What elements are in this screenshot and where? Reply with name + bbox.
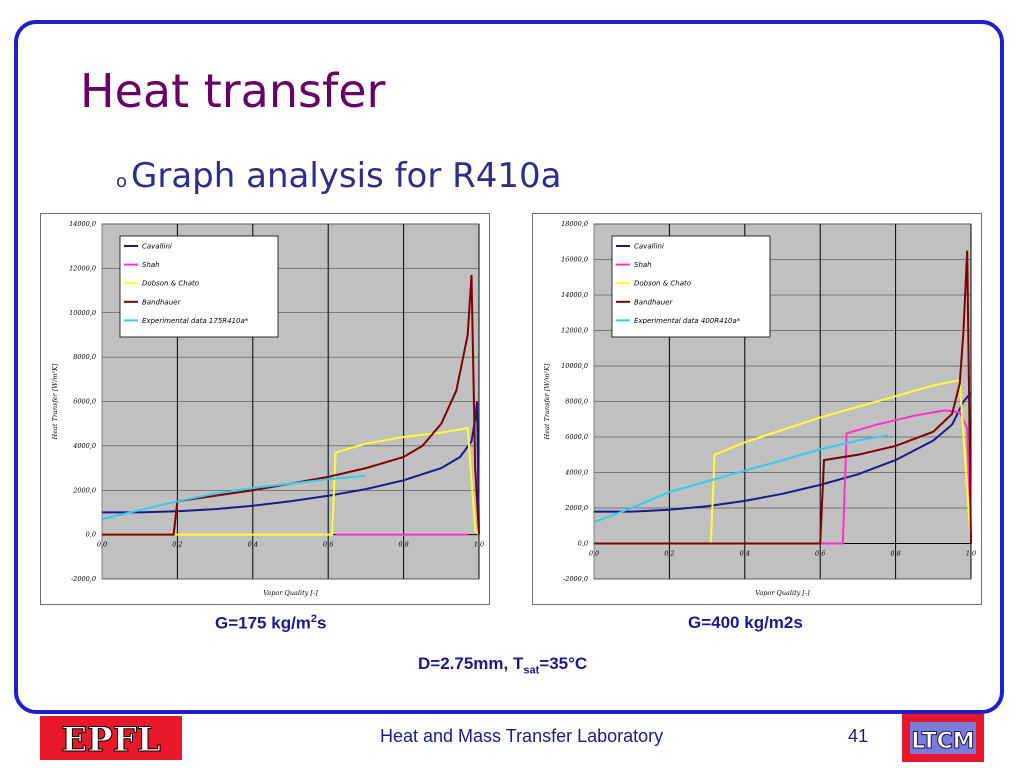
y-tick-label: 12000,0 — [69, 264, 96, 272]
caption-left-tail: s — [317, 613, 327, 633]
ltcm-logo-text: LTCM — [911, 729, 974, 754]
x-tick-label: 0,0 — [589, 550, 599, 558]
x-axis-label: Vapor Quality [-] — [263, 589, 318, 597]
legend-label: Bandhauer — [634, 298, 673, 306]
series-line — [593, 434, 889, 524]
y-tick-label: 0,0 — [86, 531, 96, 539]
footer-lab-name: Heat and Mass Transfer Laboratory — [380, 726, 664, 746]
y-tick-label: -2000,0 — [71, 575, 96, 583]
x-tick-label: 0,6 — [323, 541, 333, 549]
x-tick-label: 0,2 — [172, 541, 182, 549]
caption-bottom-suffix: =35°C — [539, 654, 588, 673]
chart-left: 14000,0 12000,0 10000,0 8000,0 6000,0 4000,0 2… — [40, 213, 490, 605]
caption-left-superscript: 2 — [310, 613, 318, 625]
y-axis-label: Heat Transfer [W/m²K] — [51, 363, 59, 440]
epfl-logo-text: EPFL — [61, 720, 161, 760]
caption-right: G=400 kg/m2s — [688, 613, 803, 632]
y-tick-label: -2000,0 — [563, 575, 588, 583]
bullet-marker-icon: o — [116, 171, 128, 192]
series-line — [594, 250, 972, 545]
chart-right: 18000,0 16000,0 14000,0 12000,0 10000,0 8000,… — [532, 213, 982, 605]
series-line — [102, 274, 480, 536]
legend-label: Dobson & Chato — [634, 280, 691, 288]
y-tick-label: 10000,0 — [561, 362, 588, 370]
legend-label: Dobson & Chato — [142, 280, 199, 288]
caption-bottom: D=2.75mm, Tsat=35°C — [418, 654, 587, 676]
y-tick-label: 4000,0 — [72, 442, 96, 450]
y-tick-label: 0,0 — [578, 540, 588, 548]
caption-left-text: G=175 kg/m — [215, 613, 311, 633]
legend-label: Experimental data 400R410a* — [634, 317, 741, 325]
series-line — [594, 378, 972, 545]
ltcm-logo: LTCM — [902, 714, 984, 762]
legend-box — [611, 235, 771, 338]
y-axis-label: Heat Transfer [W/m²K] — [543, 363, 551, 440]
caption-left: G=175 kg/m2s — [215, 613, 327, 634]
y-tick-label: 6000,0 — [73, 398, 96, 406]
x-tick-label: 0,4 — [740, 550, 750, 558]
legend-box — [119, 235, 279, 338]
legend-label: Shah — [634, 261, 652, 269]
x-tick-label: 0,8 — [398, 541, 408, 549]
y-tick-label: 14000,0 — [69, 220, 96, 228]
y-tick-label: 8000,0 — [73, 353, 96, 361]
bullet-item: o Graph analysis for R410a — [116, 156, 562, 196]
y-tick-label: 10000,0 — [69, 309, 96, 317]
slide-title: Heat transfer — [80, 64, 386, 118]
y-tick-label: 2000,0 — [72, 486, 96, 494]
y-tick-label: 8000,0 — [565, 398, 588, 406]
bullet-text: Graph analysis for R410a — [131, 156, 562, 196]
y-tick-label: 14000,0 — [561, 291, 588, 299]
y-tick-label: 12000,0 — [561, 327, 588, 335]
chart-left-svg: 14000,0 12000,0 10000,0 8000,0 6000,0 4000,0 2… — [51, 220, 484, 597]
y-tick-label: 18000,0 — [561, 220, 588, 228]
caption-bottom-prefix: D=2.75mm, T — [418, 654, 524, 673]
legend-label: Bandhauer — [142, 298, 181, 306]
y-tick-label: 16000,0 — [561, 256, 588, 264]
chart-right-svg: 18000,0 16000,0 14000,0 12000,0 10000,0 8000,… — [543, 220, 976, 597]
series-line — [101, 474, 366, 521]
y-tick-label: 2000,0 — [564, 504, 588, 512]
x-tick-label: 0,6 — [815, 550, 825, 558]
x-tick-label: 0,2 — [664, 550, 674, 558]
x-tick-label: 1,0 — [966, 550, 976, 558]
x-tick-label: 0,0 — [97, 541, 107, 549]
x-tick-label: 1,0 — [474, 541, 484, 549]
x-tick-label: 0,8 — [890, 550, 900, 558]
x-tick-label: 0,4 — [248, 541, 258, 549]
y-tick-label: 6000,0 — [565, 433, 588, 441]
legend-label: Cavallini — [634, 243, 664, 251]
legend-label: Experimental data 175R410a* — [142, 317, 249, 325]
legend-label: Shah — [142, 261, 160, 269]
slide-frame — [14, 20, 1004, 714]
epfl-logo: EPFL — [40, 716, 182, 760]
x-axis-label: Vapor Quality [-] — [755, 589, 810, 597]
page-number: 41 — [848, 726, 869, 746]
y-tick-label: 4000,0 — [564, 469, 588, 477]
legend-label: Cavallini — [142, 243, 172, 251]
series-line — [594, 391, 972, 513]
series-line — [102, 426, 480, 536]
caption-bottom-subscript: sat — [523, 664, 540, 677]
series-line — [594, 409, 972, 545]
